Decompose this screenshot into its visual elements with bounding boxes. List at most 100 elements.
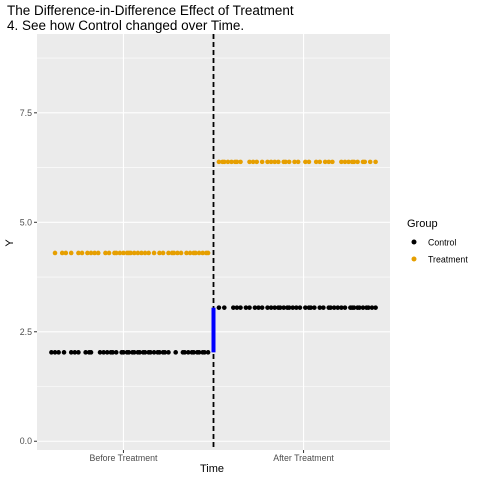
data-point-control xyxy=(256,305,261,310)
data-point-treatment xyxy=(193,250,198,256)
data-point-treatment xyxy=(103,250,108,256)
legend-title: Group xyxy=(407,218,438,230)
data-point-control xyxy=(369,305,375,310)
data-point-control xyxy=(290,305,296,310)
data-point-treatment xyxy=(139,250,144,256)
data-point-treatment xyxy=(151,250,157,256)
data-point-treatment xyxy=(355,159,360,165)
legend: Group Control Treatment xyxy=(407,218,468,265)
data-point-control xyxy=(259,305,265,310)
data-point-treatment xyxy=(317,159,323,165)
data-point-control xyxy=(277,305,283,310)
data-point-control xyxy=(166,350,171,355)
data-point-control xyxy=(110,350,115,355)
data-point-control xyxy=(56,350,61,355)
data-point-control xyxy=(222,305,227,310)
y-axis-title: Y xyxy=(4,239,16,247)
data-point-control xyxy=(72,350,78,355)
data-point-control xyxy=(52,350,58,355)
data-point-treatment xyxy=(131,250,137,256)
y-tick-label: 0.0 xyxy=(20,436,32,446)
data-point-control xyxy=(339,305,344,310)
points xyxy=(49,159,378,355)
data-point-treatment xyxy=(286,159,292,165)
data-point-control xyxy=(113,350,119,355)
data-point-treatment xyxy=(330,159,335,165)
data-point-control xyxy=(294,305,299,310)
data-point-treatment xyxy=(362,159,368,165)
data-point-control xyxy=(360,305,366,310)
data-point-control xyxy=(126,350,132,355)
data-point-treatment xyxy=(106,250,112,256)
data-point-control xyxy=(373,305,378,310)
data-point-control xyxy=(331,305,337,310)
data-point-treatment xyxy=(367,159,373,165)
data-point-treatment xyxy=(171,250,177,256)
data-point-control xyxy=(247,305,252,310)
data-point-control xyxy=(191,350,196,355)
data-point-control xyxy=(205,350,211,355)
data-point-control xyxy=(297,305,303,310)
data-point-control xyxy=(104,350,110,355)
data-point-control xyxy=(142,350,148,355)
data-point-treatment xyxy=(346,159,351,165)
data-point-treatment xyxy=(205,250,211,256)
data-point-control xyxy=(68,350,74,355)
data-point-control xyxy=(366,305,371,310)
data-point-control xyxy=(234,305,240,310)
data-point-treatment xyxy=(351,159,357,165)
data-point-control xyxy=(265,305,270,310)
data-point-control xyxy=(328,305,333,310)
data-point-treatment xyxy=(117,250,123,256)
data-point-treatment xyxy=(276,159,281,165)
chart-title: The Difference-in-Difference Effect of T… xyxy=(7,3,294,18)
data-point-control xyxy=(268,305,274,310)
data-point-treatment xyxy=(121,250,126,256)
data-point-control xyxy=(281,305,287,310)
data-point-treatment xyxy=(146,250,151,256)
data-point-control xyxy=(137,350,142,355)
data-point-treatment xyxy=(92,250,97,256)
data-point-treatment xyxy=(128,250,133,256)
x-tick-label: Before Treatment xyxy=(89,453,158,463)
data-point-treatment xyxy=(160,250,166,256)
data-point-control xyxy=(216,305,222,310)
data-point-control xyxy=(182,350,187,355)
data-point-treatment xyxy=(295,159,301,165)
data-point-control xyxy=(49,350,54,355)
x-axis-title: Time xyxy=(200,463,224,475)
data-point-treatment xyxy=(229,159,234,165)
chart-subtitle: 4. See how Control changed over Time. xyxy=(7,18,244,33)
data-point-treatment xyxy=(322,159,328,165)
data-point-treatment xyxy=(52,250,58,256)
data-point-treatment xyxy=(272,159,278,165)
data-point-treatment xyxy=(196,250,202,256)
data-point-treatment xyxy=(225,159,231,165)
y-tick-label: 5.0 xyxy=(20,217,32,227)
data-point-treatment xyxy=(238,159,243,165)
data-point-treatment xyxy=(79,250,85,256)
data-point-control xyxy=(173,350,178,355)
data-point-treatment xyxy=(157,250,162,256)
data-point-control xyxy=(202,350,207,355)
data-point-treatment xyxy=(250,159,256,165)
data-point-control xyxy=(97,350,103,355)
data-point-control xyxy=(312,305,317,310)
data-point-treatment xyxy=(68,250,74,256)
data-point-control xyxy=(157,350,162,355)
data-point-treatment xyxy=(326,159,332,165)
data-point-treatment xyxy=(342,159,348,165)
data-point-treatment xyxy=(306,159,312,165)
data-point-control xyxy=(121,350,126,355)
data-point-control xyxy=(351,305,357,310)
data-point-control xyxy=(252,305,258,310)
data-point-treatment xyxy=(95,250,101,256)
axes: 0.0 2.5 5.0 7.5 Before Treatment After Treatm… xyxy=(20,108,335,463)
data-point-treatment xyxy=(184,250,189,256)
data-point-control xyxy=(101,350,106,355)
data-point-control xyxy=(83,350,88,355)
data-point-treatment xyxy=(85,250,90,256)
data-point-control xyxy=(335,305,341,310)
